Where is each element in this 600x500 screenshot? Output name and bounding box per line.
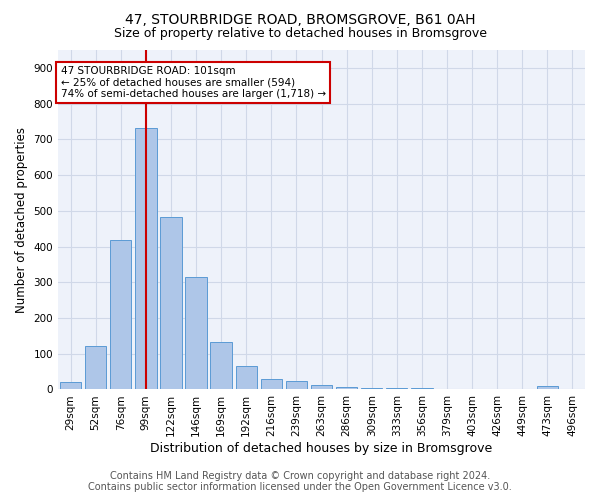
Bar: [336, 386, 357, 390]
Bar: [236, 366, 257, 390]
X-axis label: Distribution of detached houses by size in Bromsgrove: Distribution of detached houses by size …: [151, 442, 493, 455]
Text: 47 STOURBRIDGE ROAD: 101sqm
← 25% of detached houses are smaller (594)
74% of se: 47 STOURBRIDGE ROAD: 101sqm ← 25% of det…: [61, 66, 326, 100]
Bar: [185, 277, 207, 390]
Bar: [386, 388, 407, 390]
Text: Contains HM Land Registry data © Crown copyright and database right 2024.
Contai: Contains HM Land Registry data © Crown c…: [88, 471, 512, 492]
Bar: [411, 388, 433, 390]
Bar: [110, 240, 131, 390]
Bar: [135, 128, 157, 390]
Text: 47, STOURBRIDGE ROAD, BROMSGROVE, B61 0AH: 47, STOURBRIDGE ROAD, BROMSGROVE, B61 0A…: [125, 12, 475, 26]
Bar: [361, 388, 382, 390]
Bar: [160, 217, 182, 390]
Text: Size of property relative to detached houses in Bromsgrove: Size of property relative to detached ho…: [113, 28, 487, 40]
Bar: [536, 386, 558, 390]
Bar: [60, 382, 81, 390]
Bar: [286, 380, 307, 390]
Bar: [211, 342, 232, 390]
Bar: [85, 346, 106, 390]
Bar: [260, 378, 282, 390]
Y-axis label: Number of detached properties: Number of detached properties: [15, 126, 28, 312]
Bar: [311, 385, 332, 390]
